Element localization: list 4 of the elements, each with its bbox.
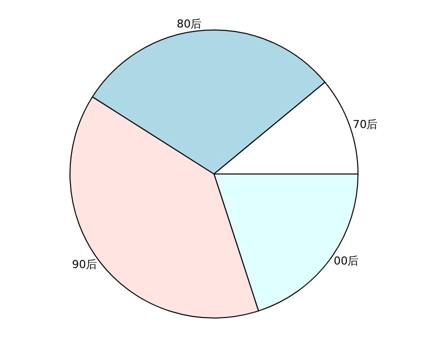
slice-label: 00后	[334, 254, 359, 268]
slice-label: 80后	[176, 17, 202, 30]
slice-label: 70后	[352, 118, 378, 131]
slice-label: 90后	[72, 258, 97, 272]
